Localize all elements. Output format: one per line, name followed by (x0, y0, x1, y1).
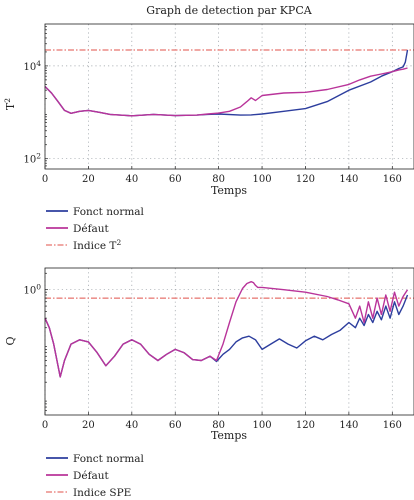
t2-x-tick-label: 160 (383, 174, 402, 185)
q-x-tick-label: 0 (42, 420, 48, 431)
t2-legend: Fonct normal Défaut Indice T2 (46, 206, 145, 252)
q-legend-label-normal: Fonct normal (73, 453, 145, 465)
t2-y-axis-label: T2 (3, 98, 17, 110)
t2-x-tick-label: 140 (339, 174, 358, 185)
q-y-axis-label: Q (4, 336, 17, 345)
q-x-tick-label: 80 (212, 420, 225, 431)
q-chart: 0 20 40 60 80 100 120 140 160 100 Temps Q Fonct n… (4, 267, 414, 499)
q-plot-frame (44, 267, 414, 416)
chart-title: Graph de detection par KPCA (146, 4, 312, 17)
q-legend-label-threshold: Indice SPE (73, 487, 131, 499)
t2-x-tick-label: 60 (169, 174, 182, 185)
q-legend-label-fault: Défaut (73, 470, 110, 482)
t2-grid (44, 24, 414, 169)
t2-x-tick-label: 100 (253, 174, 272, 185)
q-legend: Fonct normal Défaut Indice SPE (46, 453, 145, 499)
t2-y-tick-label: 104 (23, 59, 41, 73)
q-x-tick-label: 20 (82, 420, 95, 431)
t2-x-tick-label: 20 (82, 174, 95, 185)
t2-x-tick-label: 120 (296, 174, 315, 185)
q-grid (44, 268, 414, 415)
t2-legend-label-threshold: Indice T2 (73, 238, 121, 252)
q-x-tick-label: 100 (253, 420, 272, 431)
t2-series-fault (44, 67, 408, 117)
t2-y-tick-label: 102 (23, 152, 41, 166)
q-x-tick-label: 40 (125, 420, 138, 431)
t2-legend-label-normal: Fonct normal (73, 206, 145, 218)
q-x-tick-label: 120 (296, 420, 315, 431)
q-series-normal (44, 294, 409, 378)
q-x-tick-label: 60 (169, 420, 182, 431)
q-x-axis-label: Temps (211, 429, 247, 442)
q-series-fault (44, 281, 409, 378)
t2-legend-label-fault: Défaut (73, 223, 110, 235)
t2-x-tick-label: 80 (212, 174, 225, 185)
t2-series-group (44, 49, 409, 117)
t2-plot-frame (44, 23, 414, 170)
q-ticks: 0 20 40 60 80 100 120 140 160 100 (23, 272, 402, 431)
q-series-group (44, 281, 409, 378)
q-y-tick-label: 100 (23, 283, 41, 297)
t2-ticks: 0 20 40 60 80 100 120 140 160 102 104 (23, 26, 402, 185)
t2-x-tick-label: 0 (42, 174, 48, 185)
t2-x-axis-label: Temps (211, 184, 247, 197)
q-x-tick-label: 140 (339, 420, 358, 431)
q-x-tick-label: 160 (383, 420, 402, 431)
t2-chart: Graph de detection par KPCA 0 20 40 60 80 100… (3, 4, 414, 252)
t2-x-tick-label: 40 (125, 174, 138, 185)
